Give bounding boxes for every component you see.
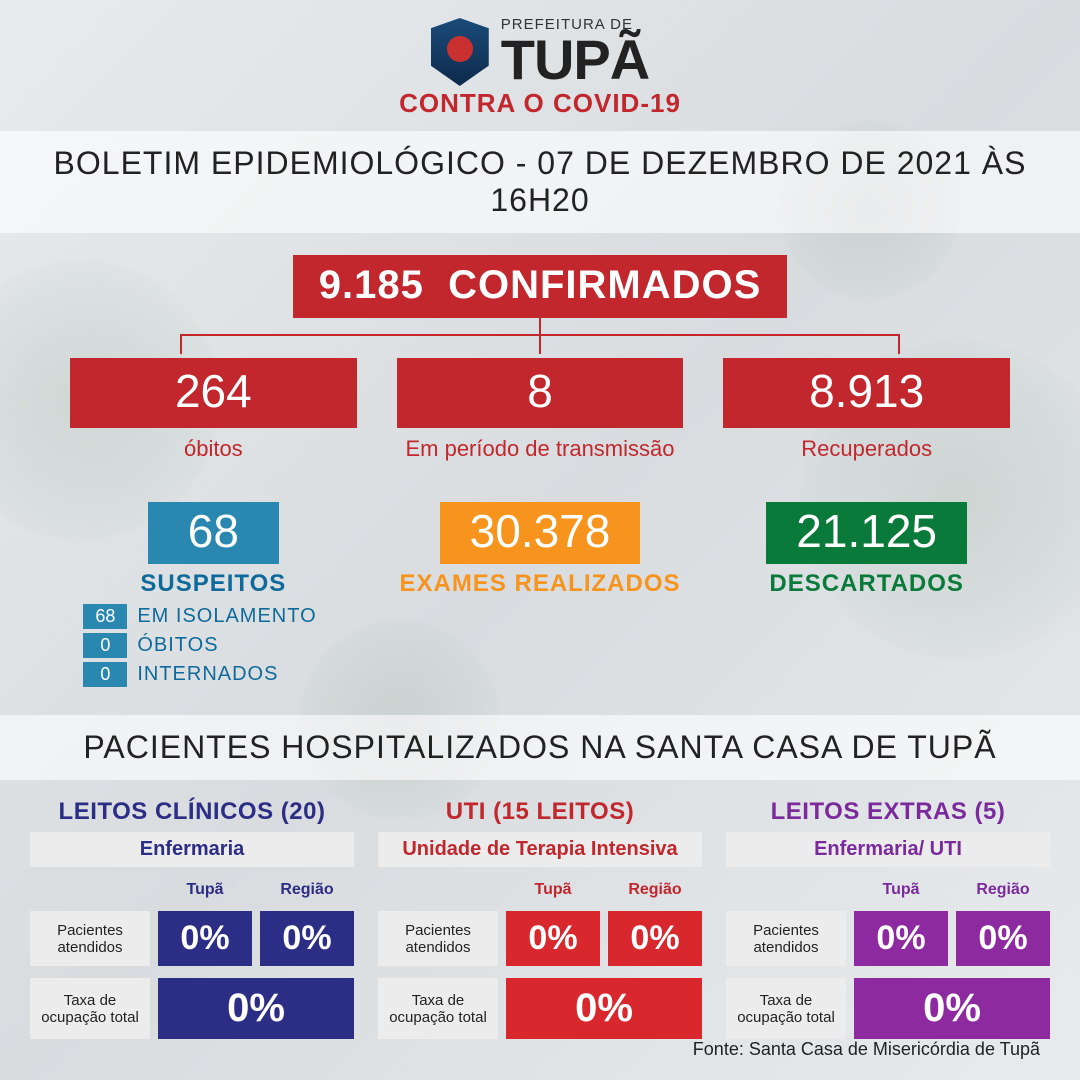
- hospital-col-subtitle: Unidade de Terapia Intensiva: [378, 832, 702, 867]
- hospital-col-title: LEITOS CLÍNICOS (20): [30, 798, 354, 826]
- colhead-tupa: Tupã: [158, 881, 252, 899]
- confirmed-box: 9.185 CONFIRMADOS: [293, 255, 788, 318]
- list-item: 68 EM ISOLAMENTO: [83, 604, 343, 629]
- suspects-isolation-text: EM ISOLAMENTO: [137, 605, 316, 628]
- regiao-pct: 0%: [956, 911, 1050, 966]
- deaths-label: óbitos: [70, 436, 357, 462]
- exams-value: 30.378: [440, 502, 641, 564]
- suspects-deaths-text: ÓBITOS: [137, 634, 218, 657]
- tree-connector: [100, 318, 980, 358]
- colhead-regiao: Região: [260, 881, 354, 899]
- transmission-col: 8 Em período de transmissão: [397, 358, 684, 462]
- exams-label: EXAMES REALIZADOS: [397, 570, 684, 598]
- total-pct: 0%: [158, 978, 354, 1039]
- colhead-tupa: Tupã: [506, 881, 600, 899]
- suspects-list: 68 EM ISOLAMENTO 0 ÓBITOS 0 INTERNADOS: [83, 604, 343, 687]
- hospital-column: UTI (15 LEITOS) Unidade de Terapia Inten…: [378, 798, 702, 1039]
- hospital-col-title: UTI (15 LEITOS): [378, 798, 702, 826]
- suspects-isolation-badge: 68: [83, 604, 127, 629]
- exams-block: 30.378 EXAMES REALIZADOS: [397, 502, 684, 598]
- suspects-value: 68: [148, 502, 279, 564]
- attended-label: Pacientes atendidos: [726, 911, 846, 966]
- discarded-value: 21.125: [766, 502, 967, 564]
- regiao-pct: 0%: [260, 911, 354, 966]
- deaths-value: 264: [80, 364, 347, 418]
- recovered-col: 8.913 Recuperados: [723, 358, 1010, 462]
- hospital-title: PACIENTES HOSPITALIZADOS NA SANTA CASA D…: [0, 729, 1080, 766]
- contra-covid: CONTRA O COVID-19: [0, 88, 1080, 119]
- hospital-col-title: LEITOS EXTRAS (5): [726, 798, 1050, 826]
- hospital-col-subtitle: Enfermaria: [30, 832, 354, 867]
- city-shield-icon: [431, 18, 489, 86]
- total-pct: 0%: [506, 978, 702, 1039]
- transmission-value: 8: [407, 364, 674, 418]
- hospital-column: LEITOS CLÍNICOS (20) Enfermaria Tupã Reg…: [30, 798, 354, 1039]
- recovered-label: Recuperados: [723, 436, 1010, 462]
- tupa-pct: 0%: [854, 911, 948, 966]
- suspects-interned-text: INTERNADOS: [137, 663, 278, 686]
- confirmed-label: CONFIRMADOS: [448, 263, 761, 307]
- transmission-label: Em período de transmissão: [397, 436, 684, 462]
- recovered-value: 8.913: [733, 364, 1000, 418]
- tupa-pct: 0%: [506, 911, 600, 966]
- bulletin-band: BOLETIM EPIDEMIOLÓGICO - 07 DE DEZEMBRO …: [0, 131, 1080, 233]
- occupancy-label: Taxa de ocupação total: [30, 978, 150, 1039]
- regiao-pct: 0%: [608, 911, 702, 966]
- discarded-block: 21.125 DESCARTADOS: [723, 502, 1010, 598]
- city-name: TUPÃ: [501, 33, 649, 86]
- list-item: 0 INTERNADOS: [83, 662, 343, 687]
- confirmed-value: 9.185: [319, 263, 424, 307]
- discarded-label: DESCARTADOS: [723, 570, 1010, 598]
- deaths-col: 264 óbitos: [70, 358, 357, 462]
- list-item: 0 ÓBITOS: [83, 633, 343, 658]
- attended-label: Pacientes atendidos: [378, 911, 498, 966]
- header: PREFEITURA DE TUPÃ CONTRA O COVID-19: [0, 0, 1080, 131]
- bulletin-title: BOLETIM EPIDEMIOLÓGICO - 07 DE DEZEMBRO …: [0, 145, 1080, 219]
- tupa-pct: 0%: [158, 911, 252, 966]
- suspects-interned-badge: 0: [83, 662, 127, 687]
- suspects-block: 68 SUSPEITOS 68 EM ISOLAMENTO 0 ÓBITOS 0…: [70, 502, 357, 691]
- hospital-column: LEITOS EXTRAS (5) Enfermaria/ UTI Tupã R…: [726, 798, 1050, 1039]
- source-text: Fonte: Santa Casa de Misericórdia de Tup…: [693, 1039, 1040, 1060]
- colhead-tupa: Tupã: [854, 881, 948, 899]
- colhead-regiao: Região: [608, 881, 702, 899]
- hospital-col-subtitle: Enfermaria/ UTI: [726, 832, 1050, 867]
- attended-label: Pacientes atendidos: [30, 911, 150, 966]
- suspects-deaths-badge: 0: [83, 633, 127, 658]
- hospital-band: PACIENTES HOSPITALIZADOS NA SANTA CASA D…: [0, 715, 1080, 780]
- occupancy-label: Taxa de ocupação total: [726, 978, 846, 1039]
- colhead-regiao: Região: [956, 881, 1050, 899]
- occupancy-label: Taxa de ocupação total: [378, 978, 498, 1039]
- total-pct: 0%: [854, 978, 1050, 1039]
- suspects-label: SUSPEITOS: [70, 570, 357, 598]
